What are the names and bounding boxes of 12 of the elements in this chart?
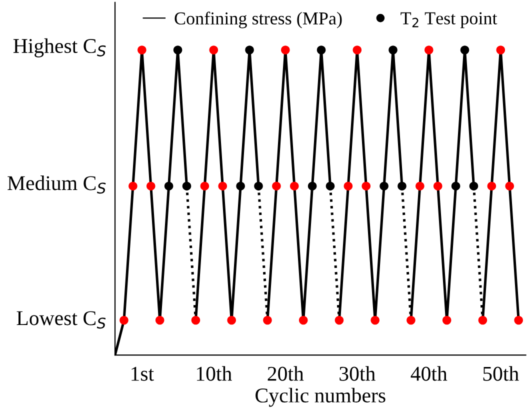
x-tick-label: 30th bbox=[340, 366, 376, 381]
x-tick-label: 1st bbox=[132, 366, 154, 381]
text: Lowest C$_{S}$ bbox=[16, 311, 106, 329]
x-tick-label: 50th bbox=[483, 366, 519, 381]
x-tick-label: 10th bbox=[196, 366, 232, 381]
text: Medium C$_{S}$ bbox=[8, 176, 106, 194]
x-tick-label: 40th bbox=[410, 366, 448, 381]
legend-label: Confining stress (MPa) bbox=[174, 12, 342, 28]
legend-label: T$_{2}$ Test point bbox=[400, 12, 498, 28]
text: Highest C$_{S}$ bbox=[13, 38, 106, 58]
x-axis-title: Cyclic numbers bbox=[256, 388, 386, 407]
x-tick-label: 20th bbox=[268, 366, 304, 381]
